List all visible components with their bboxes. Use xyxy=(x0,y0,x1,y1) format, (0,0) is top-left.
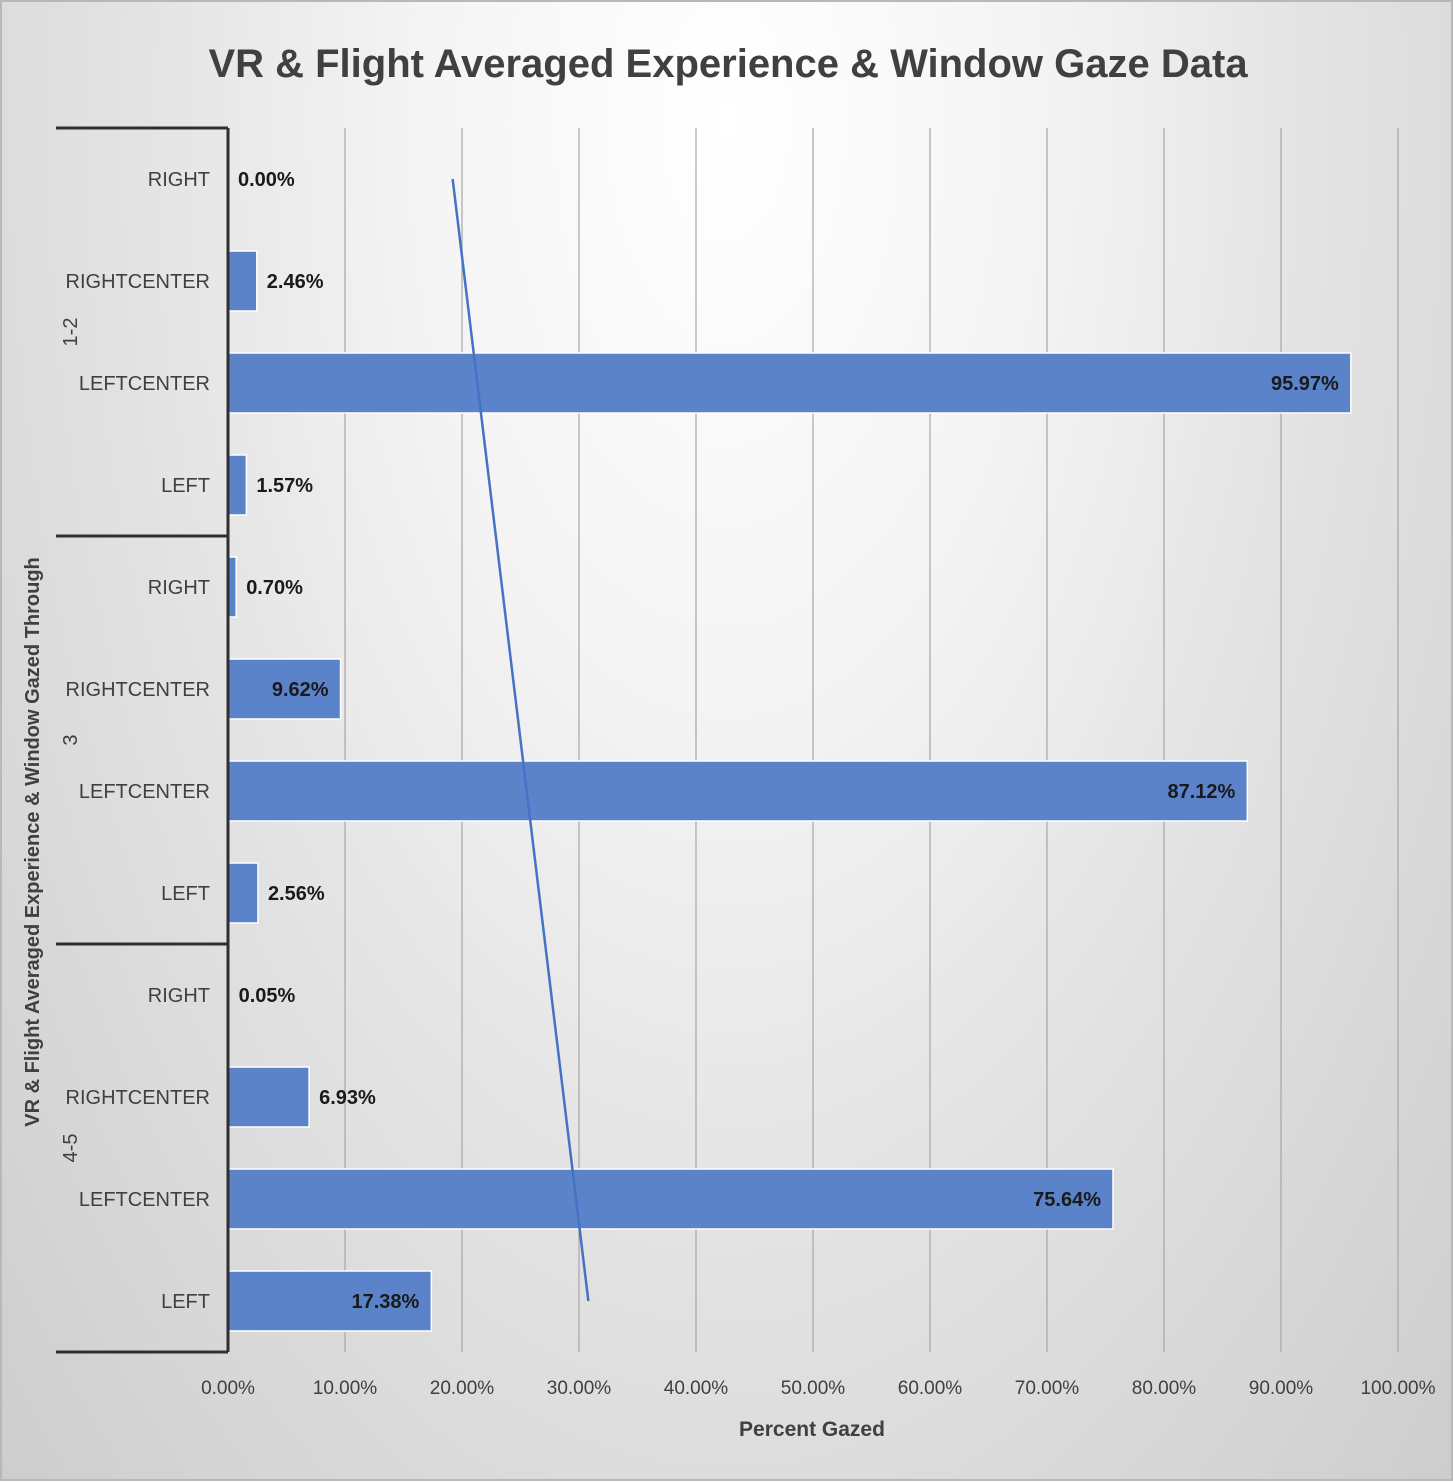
data-label: 9.62% xyxy=(272,679,329,701)
category-label: LEFTCENTER xyxy=(79,373,210,395)
data-labels: 0.00% 2.46% 95.97% 1.57% 0.70% 9.62% 87.12% 2.5… xyxy=(238,169,1339,1313)
group-label: 3 xyxy=(60,734,82,745)
category-label: RIGHT xyxy=(148,577,210,599)
x-tick-label: 10.00% xyxy=(313,1378,378,1399)
category-label: LEFTCENTER xyxy=(79,1189,210,1211)
category-label: LEFT xyxy=(161,475,210,497)
bar xyxy=(227,1066,310,1128)
x-tick-label: 0.00% xyxy=(201,1378,255,1399)
bar xyxy=(227,1168,1114,1230)
category-label: RIGHTCENTER xyxy=(66,271,210,293)
category-label: LEFTCENTER xyxy=(79,781,210,803)
data-label: 75.64% xyxy=(1033,1189,1101,1211)
data-label: 1.57% xyxy=(256,475,313,497)
x-tick-label: 100.00% xyxy=(1360,1378,1435,1399)
bar xyxy=(227,1270,433,1332)
x-tick-label: 20.00% xyxy=(430,1378,495,1399)
category-label: RIGHT xyxy=(148,985,210,1007)
chart-title: VR & Flight Averaged Experience & Window… xyxy=(208,42,1248,86)
data-label: 2.46% xyxy=(267,271,324,293)
x-tick-label: 80.00% xyxy=(1132,1378,1197,1399)
bars xyxy=(227,250,1352,1332)
x-tick-label: 90.00% xyxy=(1249,1378,1314,1399)
gridlines xyxy=(344,128,1399,1352)
data-label: 95.97% xyxy=(1271,373,1339,395)
x-tick-label: 40.00% xyxy=(664,1378,729,1399)
bar xyxy=(227,250,258,312)
data-label: 0.05% xyxy=(239,985,296,1007)
x-tick-labels: 0.00% 10.00% 20.00% 30.00% 40.00% 50.00% 60.00… xyxy=(201,1378,1436,1399)
bar xyxy=(227,454,248,516)
x-tick-label: 50.00% xyxy=(781,1378,846,1399)
x-tick-label: 60.00% xyxy=(898,1378,963,1399)
data-label: 2.56% xyxy=(268,883,325,905)
x-tick-label: 30.00% xyxy=(547,1378,612,1399)
category-labels: RIGHT RIGHTCENTER LEFTCENTER LEFT RIGHT RIGHT… xyxy=(66,169,210,1313)
data-label: 87.12% xyxy=(1167,781,1235,803)
data-label: 0.70% xyxy=(246,577,303,599)
bar xyxy=(227,862,259,924)
data-label: 0.00% xyxy=(238,169,295,191)
group-axis: 1-2 3 4-5 xyxy=(56,126,230,1354)
category-label: RIGHTCENTER xyxy=(66,1087,210,1109)
category-label: LEFT xyxy=(161,883,210,905)
data-label: 17.38% xyxy=(352,1291,420,1313)
x-tick-label: 70.00% xyxy=(1015,1378,1080,1399)
data-label: 6.93% xyxy=(319,1087,376,1109)
category-label: RIGHTCENTER xyxy=(66,679,210,701)
bar xyxy=(227,352,1352,414)
group-label: 4-5 xyxy=(60,1134,82,1163)
group-label: 1-2 xyxy=(60,318,82,347)
bar xyxy=(227,658,342,720)
category-label: LEFT xyxy=(161,1291,210,1313)
category-label: RIGHT xyxy=(148,169,210,191)
y-axis-title: VR & Flight Averaged Experience & Window… xyxy=(22,557,44,1127)
trendline xyxy=(451,178,590,1302)
x-axis-title: Percent Gazed xyxy=(739,1418,885,1441)
bar xyxy=(227,760,1249,822)
